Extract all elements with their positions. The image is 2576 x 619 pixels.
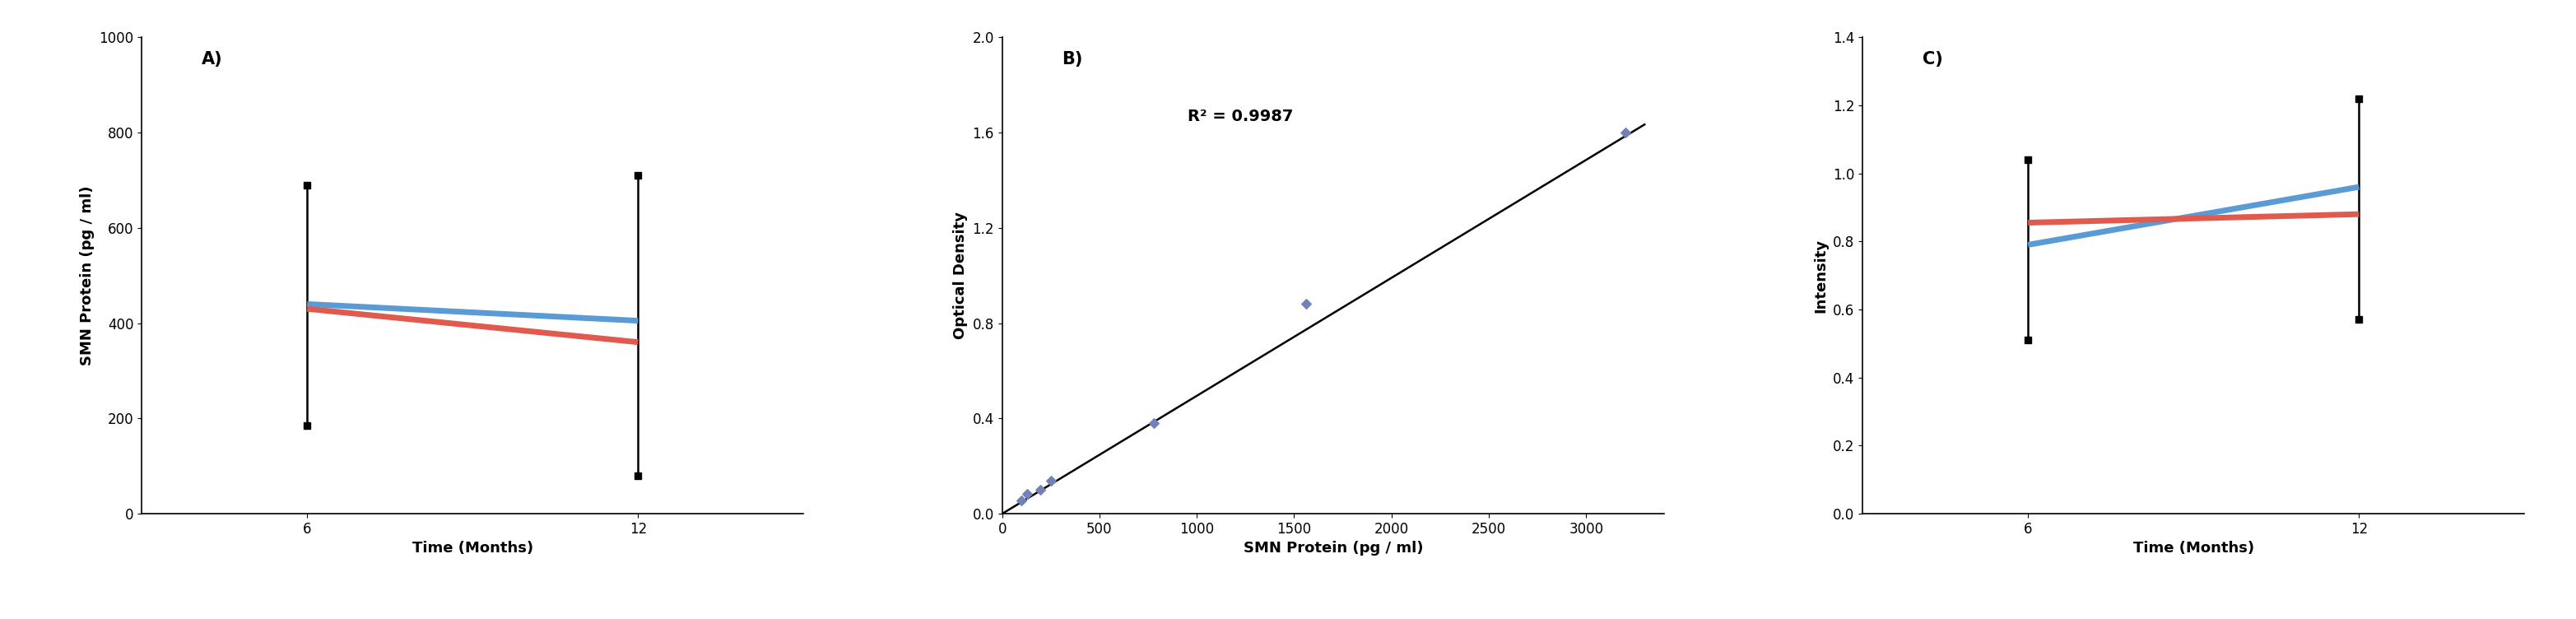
X-axis label: SMN Protein (pg / ml): SMN Protein (pg / ml)	[1244, 541, 1422, 556]
Point	[1605, 128, 1646, 137]
Text: A): A)	[201, 51, 222, 68]
Point	[1285, 299, 1327, 309]
Point	[1020, 485, 1061, 495]
Y-axis label: Optical Density: Optical Density	[953, 212, 969, 339]
Point	[1030, 475, 1072, 485]
Point	[1133, 418, 1175, 428]
Text: B): B)	[1061, 51, 1082, 68]
Y-axis label: Intensity: Intensity	[1814, 238, 1829, 313]
X-axis label: Time (Months): Time (Months)	[2133, 541, 2254, 556]
Text: R² = 0.9987: R² = 0.9987	[1188, 109, 1293, 124]
Point	[999, 496, 1041, 506]
Y-axis label: SMN Protein (pg / ml): SMN Protein (pg / ml)	[80, 186, 95, 365]
Point	[1007, 488, 1048, 498]
Text: C): C)	[1922, 51, 1942, 68]
X-axis label: Time (Months): Time (Months)	[412, 541, 533, 556]
